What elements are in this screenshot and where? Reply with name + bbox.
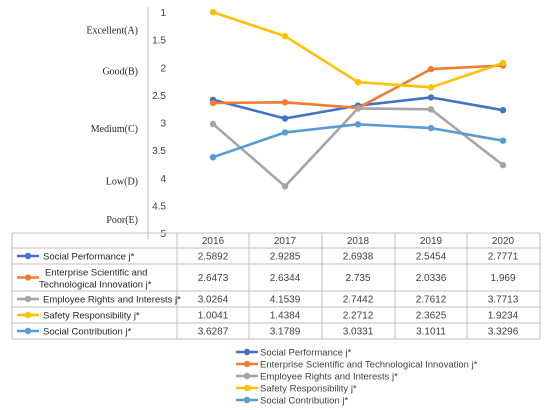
y-tick-label: 2 [160,63,166,74]
grade-label: Excellent(A) [86,26,138,37]
table-cell-value: 3.3296 [488,327,519,338]
table-cell-value: 2.5454 [416,252,447,263]
data-point [281,183,289,190]
table-cell-value: 2.7771 [488,252,519,263]
table-cell-value: 3.6287 [198,327,229,338]
y-tick-label: 2.5 [152,91,166,102]
table-legend-marker [24,252,32,260]
data-point [281,33,289,40]
data-point [209,120,217,128]
table-cell-value: 1.9234 [488,311,519,322]
legend-marker [243,360,251,368]
table-cell-value: 2.0336 [416,273,447,284]
table-legend-marker [24,327,32,335]
table-cell-value: 2.6473 [198,273,229,284]
table-row-label: Employee Rights and Interests j* [43,295,181,306]
legend-label: Safety Responsibility j* [260,384,357,395]
y-tick-label: 1 [160,8,166,19]
table-cell-value: 2.5892 [198,252,229,263]
table-cell-value: 3.7713 [488,295,519,306]
legend-marker [243,372,251,380]
data-point [499,137,507,144]
grade-label: Low(D) [106,177,138,188]
table-cell-value: 2.6344 [270,273,301,284]
table-row-label: Enterprise Scientific and [45,268,147,279]
y-tick-label: 5 [160,229,166,240]
series-lines [209,9,507,190]
legend-marker [243,384,251,392]
table-row-label: Safety Responsibility j* [43,311,140,322]
table-cell-value: 2.735 [345,273,370,284]
series-line [212,10,504,89]
data-point [281,129,289,136]
data-point [354,121,362,128]
x-tick-label: 2020 [492,236,515,247]
data-point [209,154,217,161]
table-cell-value: 1.4384 [270,311,301,322]
table-cell-value: 3.0264 [198,295,229,306]
data-point [499,161,507,169]
series-line [212,123,504,159]
y-tick-label: 1.5 [152,36,166,47]
data-point [427,124,435,132]
grade-label: Medium(C) [91,124,138,135]
data-point [281,115,289,122]
data-point [209,99,217,107]
grade-label: Good(B) [102,67,138,78]
x-tick-label: 2018 [347,236,370,247]
data-table: 2016 2017 2018 2019 2020 Social Performance j… [11,232,541,340]
data-point [354,79,362,86]
data-point [281,99,289,106]
legend-label: Social Contribution j* [260,396,348,407]
table-row-label: Technological Innovation j* [39,280,152,291]
data-point [427,106,435,113]
x-tick-label: 2017 [274,236,297,247]
data-point [209,9,217,16]
legend-label: Enterprise Scientific and Technological … [260,360,478,371]
table-cell-value: 1.0041 [198,311,229,322]
y-tick-label: 4 [160,174,166,185]
table-cell-value: 3.0331 [343,327,374,338]
legend-label: Employee Rights and Interests j* [260,372,398,383]
table-legend-marker [24,274,32,281]
x-tick-label: 2016 [202,236,225,247]
x-tick-label: 2019 [420,236,443,247]
y-tick-label: 4.5 [152,201,166,212]
table-row-label: Social Contribution j* [43,327,131,338]
data-point [427,65,435,73]
table-legend-marker [24,311,32,319]
grade-label: Poor(E) [106,215,138,226]
series-line [212,107,504,188]
table-cell-value: 2.9285 [270,252,301,263]
data-point [499,107,507,114]
y-tick-label: 3.5 [152,146,166,157]
data-point [427,84,435,91]
table-cell-value: 4.1539 [270,295,301,306]
table-cell-value: 3.1011 [416,327,446,338]
table-cell-value: 2.3625 [416,311,447,322]
y-tick-label: 3 [160,119,166,130]
y-axis: 1 1.5 2 2.5 3 3.5 4 4.5 5 [147,7,166,240]
table-cell-value: 2.6938 [343,252,374,263]
legend-marker [243,348,251,356]
table-cell-value: 2.2712 [343,311,374,322]
table-cell-value: 1.969 [490,273,515,284]
legend-label: Social Performance j* [260,348,352,359]
table-cell-value: 2.7612 [416,295,447,306]
legend: Social Performance j*Enterprise Scientif… [236,348,478,407]
data-point [427,94,435,101]
data-point [354,105,362,112]
data-point [499,59,507,67]
table-cell-value: 3.1789 [270,327,301,338]
table-cell-value: 2.7442 [343,295,374,306]
legend-marker [243,396,251,404]
table-legend-marker [24,295,32,303]
table-row-label: Social Performance j* [43,252,135,263]
grade-labels: Excellent(A) Good(B) Medium(C) Low(D) Poor(E… [86,26,138,227]
